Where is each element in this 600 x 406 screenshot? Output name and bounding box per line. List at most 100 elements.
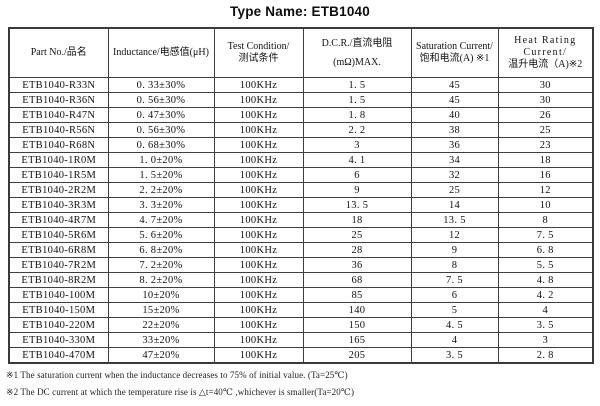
cell-dcr: 28 [302,242,412,258]
cell-part-no: ETB1040-1R5M [8,167,109,183]
cell-inductance: 6. 8±20% [107,242,215,258]
cell-saturation-current: 6 [410,287,499,303]
footnote-1: ※1 The saturation current when the induc… [6,370,348,380]
table-row: ETB1040-6R8M 6. 8±20% 100KHz 28 9 6. 8 [8,242,594,258]
cell-saturation-current: 38 [410,122,499,138]
header-heat-rating-current: Heat Rating Current/ 温升电流（A)※2 [497,27,594,78]
cell-inductance: 4. 7±20% [107,212,215,228]
table-row: ETB1040-R36N 0. 56±30% 100KHz 1. 5 45 30 [8,92,594,108]
cell-part-no: ETB1040-470M [8,347,109,364]
cell-inductance: 33±20% [107,332,215,348]
header-heat-line2: Current/ [523,47,568,58]
cell-part-no: ETB1040-5R6M [8,227,109,243]
cell-test-condition: 100KHz [213,137,304,153]
cell-dcr: 150 [302,317,412,333]
header-dcr-line2: (mΩ)MAX. [333,56,381,68]
cell-test-condition: 100KHz [213,242,304,258]
cell-dcr: 68 [302,272,412,288]
table-body: ETB1040-R33N 0. 33±30% 100KHz 1. 5 45 30 ETB10… [8,77,594,364]
cell-part-no: ETB1040-R68N [8,137,109,153]
table-row: ETB1040-220M 22±20% 100KHz 150 4. 5 3. 5 [8,317,594,333]
cell-dcr: 1. 8 [302,107,412,123]
cell-test-condition: 100KHz [213,77,304,93]
cell-test-condition: 100KHz [213,347,304,364]
cell-part-no: ETB1040-100M [8,287,109,303]
cell-part-no: ETB1040-7R2M [8,257,109,273]
table-row: ETB1040-100M 10±20% 100KHz 85 6 4. 2 [8,287,594,303]
cell-heat-rating-current: 4. 2 [497,287,594,303]
cell-part-no: ETB1040-R47N [8,107,109,123]
cell-part-no: ETB1040-R33N [8,77,109,93]
cell-test-condition: 100KHz [213,152,304,168]
cell-heat-rating-current: 10 [497,197,594,213]
cell-heat-rating-current: 2. 8 [497,347,594,364]
cell-inductance: 0. 33±30% [107,77,215,93]
cell-test-condition: 100KHz [213,287,304,303]
header-dcr: D.C.R./直流电阻 (mΩ)MAX. [302,27,412,78]
cell-test-condition: 100KHz [213,122,304,138]
cell-part-no: ETB1040-1R0M [8,152,109,168]
header-saturation-line1: Saturation Current/ [416,41,493,52]
cell-dcr: 2. 2 [302,122,412,138]
cell-test-condition: 100KHz [213,227,304,243]
cell-dcr: 13. 5 [302,197,412,213]
cell-saturation-current: 14 [410,197,499,213]
cell-saturation-current: 36 [410,137,499,153]
cell-inductance: 1. 0±20% [107,152,215,168]
cell-test-condition: 100KHz [213,212,304,228]
cell-dcr: 25 [302,227,412,243]
table-row: ETB1040-2R2M 2. 2±20% 100KHz 9 25 12 [8,182,594,198]
table-row: ETB1040-150M 15±20% 100KHz 140 5 4 [8,302,594,318]
cell-dcr: 1. 5 [302,92,412,108]
header-test-condition-line1: Test Condition/ [227,41,290,52]
table-row: ETB1040-8R2M 8. 2±20% 100KHz 68 7. 5 4. 8 [8,272,594,288]
cell-dcr: 85 [302,287,412,303]
cell-saturation-current: 3. 5 [410,347,499,364]
table-row: ETB1040-1R5M 1. 5±20% 100KHz 6 32 16 [8,167,594,183]
cell-saturation-current: 32 [410,167,499,183]
cell-heat-rating-current: 7. 5 [497,227,594,243]
cell-saturation-current: 34 [410,152,499,168]
table-row: ETB1040-R68N 0. 68±30% 100KHz 3 36 23 [8,137,594,153]
header-saturation-current: Saturation Current/ 饱和电流(A) ※1 [410,27,499,78]
cell-inductance: 22±20% [107,317,215,333]
header-part-no: Part No./品名 [8,27,109,78]
cell-heat-rating-current: 3. 5 [497,317,594,333]
cell-heat-rating-current: 16 [497,167,594,183]
cell-inductance: 47±20% [107,347,215,364]
table-row: ETB1040-1R0M 1. 0±20% 100KHz 4. 1 34 18 [8,152,594,168]
cell-saturation-current: 7. 5 [410,272,499,288]
table-row: ETB1040-7R2M 7. 2±20% 100KHz 36 8 5. 5 [8,257,594,273]
header-heat-line3: 温升电流（A)※2 [508,59,583,70]
cell-saturation-current: 40 [410,107,499,123]
header-part-no-label: Part No./品名 [30,47,87,58]
header-test-condition: Test Condition/ 测试条件 [213,27,304,78]
cell-inductance: 1. 5±20% [107,167,215,183]
table-row: ETB1040-R33N 0. 33±30% 100KHz 1. 5 45 30 [8,77,594,93]
cell-heat-rating-current: 8 [497,212,594,228]
cell-test-condition: 100KHz [213,257,304,273]
cell-heat-rating-current: 18 [497,152,594,168]
cell-inductance: 0. 56±30% [107,92,215,108]
cell-dcr: 140 [302,302,412,318]
cell-part-no: ETB1040-R36N [8,92,109,108]
cell-saturation-current: 12 [410,227,499,243]
cell-heat-rating-current: 23 [497,137,594,153]
footnote-2: ※2 The DC current at which the temperatu… [6,387,355,397]
table-row: ETB1040-330M 33±20% 100KHz 165 4 3 [8,332,594,348]
header-row: Part No./品名 Inductance/电感值(μH) Test Cond… [8,27,594,78]
header-saturation-line2: 饱和电流(A) ※1 [419,53,490,64]
cell-heat-rating-current: 26 [497,107,594,123]
cell-part-no: ETB1040-2R2M [8,182,109,198]
cell-test-condition: 100KHz [213,197,304,213]
cell-inductance: 10±20% [107,287,215,303]
table-header: Part No./品名 Inductance/电感值(μH) Test Cond… [8,27,594,78]
cell-saturation-current: 25 [410,182,499,198]
cell-test-condition: 100KHz [213,167,304,183]
cell-part-no: ETB1040-330M [8,332,109,348]
header-test-condition-line2: 测试条件 [238,53,279,64]
header-inductance-label: Inductance/电感值(μH) [113,47,209,58]
cell-inductance: 0. 56±30% [107,122,215,138]
cell-part-no: ETB1040-220M [8,317,109,333]
